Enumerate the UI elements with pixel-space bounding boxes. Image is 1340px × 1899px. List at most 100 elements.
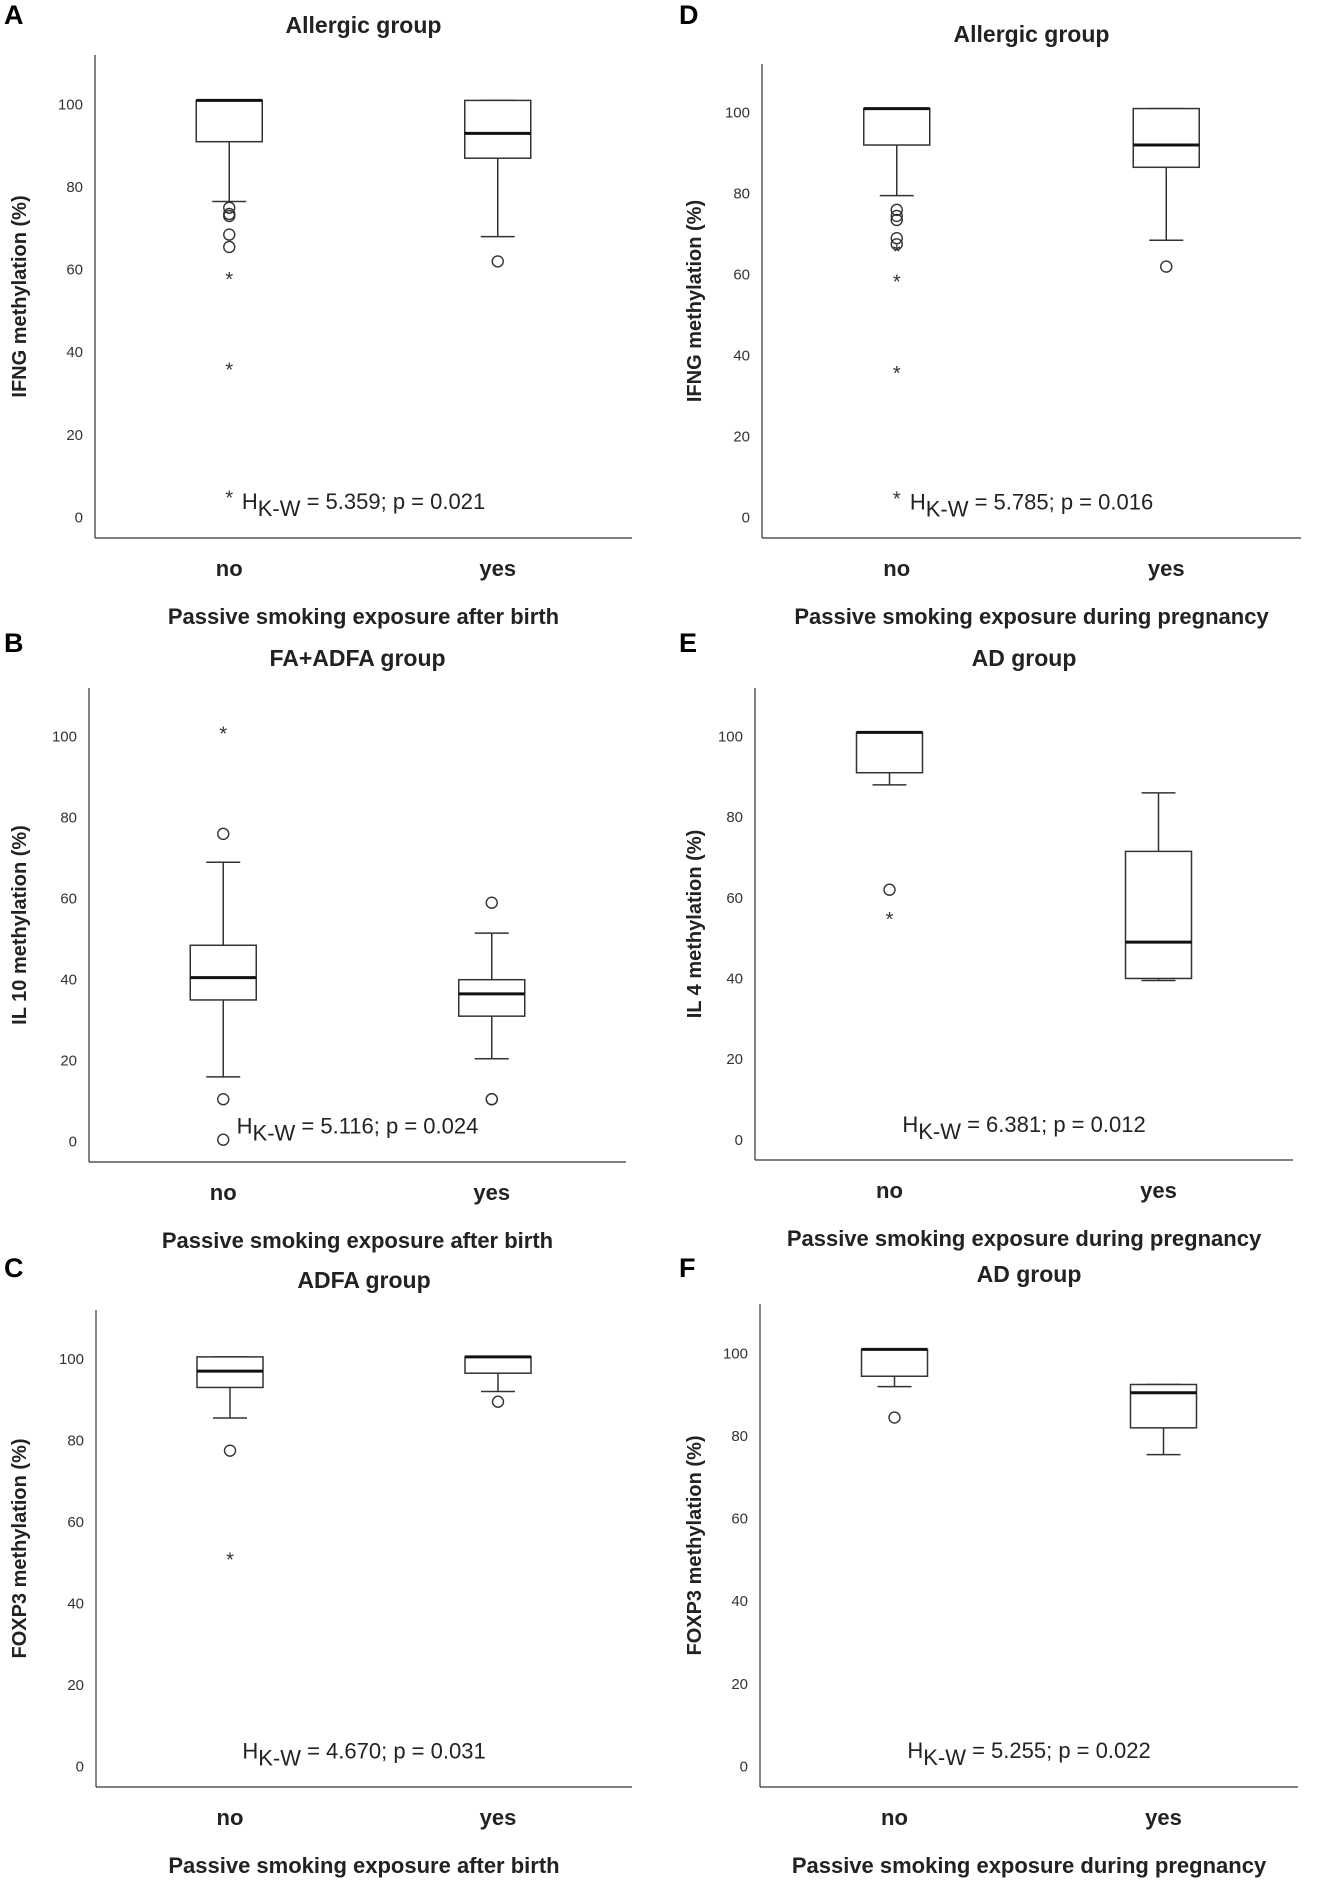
box-yes [1129, 1383, 1198, 1456]
panel-label: B [4, 628, 24, 658]
panel-d: D Allergic group 0 20 40 60 80 100 IFNG methylat… [679, 0, 1301, 629]
panel-title: AD group [972, 645, 1077, 671]
x-tick-label-yes: yes [1140, 1178, 1177, 1203]
panel-label: E [679, 628, 697, 658]
iqr-box [1124, 850, 1193, 980]
x-tick-label-yes: yes [1145, 1805, 1182, 1830]
y-axis-label: IL 4 methylation (%) [684, 830, 706, 1019]
outlier-point [223, 240, 236, 254]
y-tick-label: 60 [733, 267, 750, 284]
outlier-point [890, 213, 903, 227]
y-tick-label: 100 [58, 97, 83, 114]
panel-title: AD group [977, 1261, 1082, 1287]
kw-annotation: HK-W = 4.670; p = 0.031 [242, 1738, 485, 1770]
x-tick-label-no: no [217, 1805, 244, 1830]
x-axis-label: Passive smoking exposure after birth [162, 1228, 553, 1253]
y-tick-label: 60 [67, 1514, 84, 1531]
y-axis-label: FOXP3 methylation (%) [9, 1438, 31, 1658]
y-tick-label: 80 [731, 1428, 748, 1445]
panel-b: B FA+ADFA group 0 20 40 60 80 100 IL 10 methylat… [4, 628, 626, 1253]
extreme-point: * [225, 488, 233, 510]
iqr-box [855, 731, 924, 774]
outlier-point [223, 1444, 237, 1457]
x-tick-label-no: no [876, 1178, 903, 1203]
iqr-box [464, 99, 532, 159]
x-tick-label-no: no [883, 556, 910, 581]
box-yes [464, 99, 532, 268]
y-tick-label: 0 [76, 1759, 84, 1776]
outlier-point [217, 1133, 230, 1146]
panel-c: C ADFA group 0 20 40 60 80 100 FOXP3 methylation… [4, 1253, 632, 1878]
y-tick-label: 20 [60, 1053, 77, 1070]
panel-f: F AD group 0 20 40 60 80 100 FOXP3 methylation (… [679, 1253, 1298, 1878]
y-axis-label: IFNG methylation (%) [684, 200, 706, 402]
y-axis-label: IFNG methylation (%) [9, 195, 31, 397]
x-tick-label-no: no [881, 1805, 908, 1830]
panel-title: FA+ADFA group [269, 645, 445, 671]
outlier-point [1160, 260, 1173, 273]
outlier-point [491, 1395, 505, 1408]
y-tick-label: 0 [735, 1132, 743, 1149]
y-tick-label: 40 [67, 1596, 84, 1613]
y-tick-label: 0 [740, 1758, 748, 1775]
outlier-point [890, 209, 903, 223]
x-tick-label-yes: yes [480, 1805, 517, 1830]
y-tick-label: 40 [731, 1593, 748, 1610]
y-tick-label: 60 [60, 891, 77, 908]
y-tick-label: 40 [60, 972, 77, 989]
box-no: * * * [195, 98, 263, 510]
extreme-point: * [893, 488, 901, 510]
y-tick-label: 0 [742, 510, 750, 527]
panel-e: E AD group 0 20 40 60 80 100 IL 4 methylation (%… [679, 628, 1293, 1251]
y-tick-label: 0 [75, 509, 83, 526]
y-tick-label: 100 [723, 1346, 748, 1363]
y-tick-label: 20 [67, 1677, 84, 1694]
y-tick-label: 20 [733, 429, 750, 446]
extreme-point: * [225, 360, 233, 382]
box-no: * [189, 724, 257, 1146]
x-tick-label-yes: yes [1148, 556, 1185, 581]
panel-title: Allergic group [286, 12, 442, 38]
y-tick-label: 80 [66, 179, 83, 196]
y-tick-label: 60 [726, 890, 743, 907]
y-axis-label: FOXP3 methylation (%) [684, 1435, 706, 1655]
x-tick-label-yes: yes [473, 1180, 510, 1205]
y-tick-label: 40 [66, 344, 83, 361]
outlier-point [485, 1093, 498, 1106]
iqr-box [863, 107, 931, 146]
x-axis-label: Passive smoking exposure during pregnanc… [787, 1226, 1262, 1251]
outlier-point [890, 232, 903, 245]
y-tick-label: 20 [731, 1676, 748, 1693]
outlier-point [223, 228, 236, 241]
kw-annotation: HK-W = 5.359; p = 0.021 [242, 489, 485, 521]
y-tick-label: 0 [69, 1134, 77, 1151]
box-no [860, 1347, 929, 1424]
y-tick-label: 100 [725, 105, 750, 122]
kw-annotation: HK-W = 5.255; p = 0.022 [907, 1738, 1150, 1770]
y-tick-label: 100 [52, 729, 77, 746]
outlier-point [217, 1093, 230, 1106]
box-no: * [855, 730, 924, 931]
kw-annotation: HK-W = 5.116; p = 0.024 [237, 1114, 479, 1146]
kw-annotation: HK-W = 6.381; p = 0.012 [902, 1112, 1145, 1144]
x-axis-label: Passive smoking exposure after birth [168, 604, 559, 629]
outlier-point [890, 238, 903, 251]
outlier-point [217, 827, 230, 841]
panel-label: A [4, 0, 24, 30]
box-yes [1124, 792, 1193, 982]
panel-label: C [4, 1253, 24, 1283]
iqr-box [860, 1348, 929, 1377]
iqr-box [189, 944, 257, 1001]
y-tick-label: 60 [66, 262, 83, 279]
outlier-point [883, 883, 896, 896]
iqr-box [464, 1356, 532, 1374]
extreme-point: * [226, 1550, 234, 1572]
x-axis-label: Passive smoking exposure after birth [168, 1853, 559, 1878]
panel-title: ADFA group [297, 1267, 430, 1293]
extreme-point: * [893, 241, 901, 263]
panel-label: D [679, 0, 699, 30]
y-tick-label: 100 [59, 1351, 84, 1368]
x-axis-label: Passive smoking exposure during pregnanc… [792, 1853, 1267, 1878]
box-no: * [196, 1356, 264, 1572]
